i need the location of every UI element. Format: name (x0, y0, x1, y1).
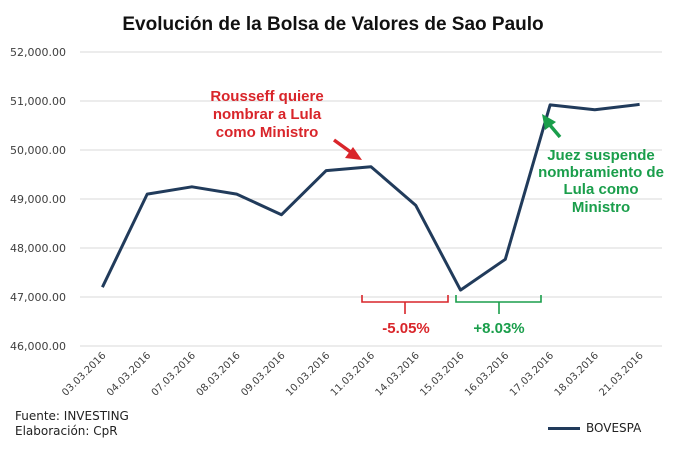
footer: Fuente: INVESTING Elaboración: CpR (15, 409, 129, 439)
y-axis-ticks: 46,000.00 47,000.00 48,000.00 49,000.00 50,0… (10, 46, 66, 353)
series-line-bovespa (101, 102, 640, 292)
annotation-red-line-1: Rousseff quiere (210, 88, 323, 105)
y-tick-label: 48,000.00 (10, 242, 66, 255)
green-arrow (542, 114, 562, 139)
footer-credit: Elaboración: CpR (15, 424, 118, 438)
y-tick-label: 46,000.00 (10, 340, 66, 353)
x-tick-label: 14.03.2016 (374, 350, 422, 398)
x-tick-label: 11.03.2016 (329, 350, 377, 398)
drop-bracket (361, 295, 449, 314)
annotation-green-line-3: Lula como (563, 181, 638, 198)
x-tick-label: 08.03.2016 (195, 350, 243, 398)
gridlines (80, 51, 662, 347)
y-tick-label: 52,000.00 (10, 46, 66, 59)
rise-percent-label: +8.03% (473, 320, 524, 337)
x-tick-label: 07.03.2016 (150, 350, 198, 398)
rise-bracket (455, 295, 542, 314)
x-tick-label: 17.03.2016 (508, 350, 556, 398)
annotation-green-line-1: Juez suspende (547, 147, 655, 164)
annotation-green: Juez suspende nombramiento de Lula como … (538, 147, 664, 216)
y-tick-label: 47,000.00 (10, 291, 66, 304)
y-tick-label: 50,000.00 (10, 144, 66, 157)
annotation-green-line-4: Ministro (572, 199, 630, 216)
annotation-rousseff: Rousseff quiere nombrar a Lula como Mini… (210, 88, 323, 141)
x-tick-label: 03.03.2016 (60, 350, 108, 398)
x-tick-label: 15.03.2016 (418, 350, 466, 398)
y-tick-label: 49,000.00 (10, 193, 66, 206)
x-tick-label: 21.03.2016 (597, 350, 645, 398)
legend-swatch (548, 426, 580, 430)
y-tick-label: 51,000.00 (10, 95, 66, 108)
drop-percent-label: -5.05% (382, 320, 430, 337)
legend: BOVESPA (548, 421, 641, 435)
x-tick-label: 04.03.2016 (105, 350, 153, 398)
x-tick-label: 16.03.2016 (463, 350, 511, 398)
x-tick-label: 18.03.2016 (553, 350, 601, 398)
x-tick-label: 10.03.2016 (284, 350, 332, 398)
legend-label: BOVESPA (586, 421, 642, 435)
annotation-red-line-3: como Ministro (216, 124, 319, 141)
footer-source: Fuente: INVESTING (15, 409, 129, 423)
chart-title: Evolución de la Bolsa de Valores de Sao … (122, 14, 543, 35)
x-axis-ticks: 03.03.201604.03.201607.03.201608.03.2016… (60, 350, 646, 398)
red-arrow (332, 138, 362, 160)
x-tick-label: 09.03.2016 (239, 350, 287, 398)
annotation-red-line-2: nombrar a Lula (213, 106, 322, 123)
annotation-green-line-2: nombramiento de (538, 164, 664, 181)
